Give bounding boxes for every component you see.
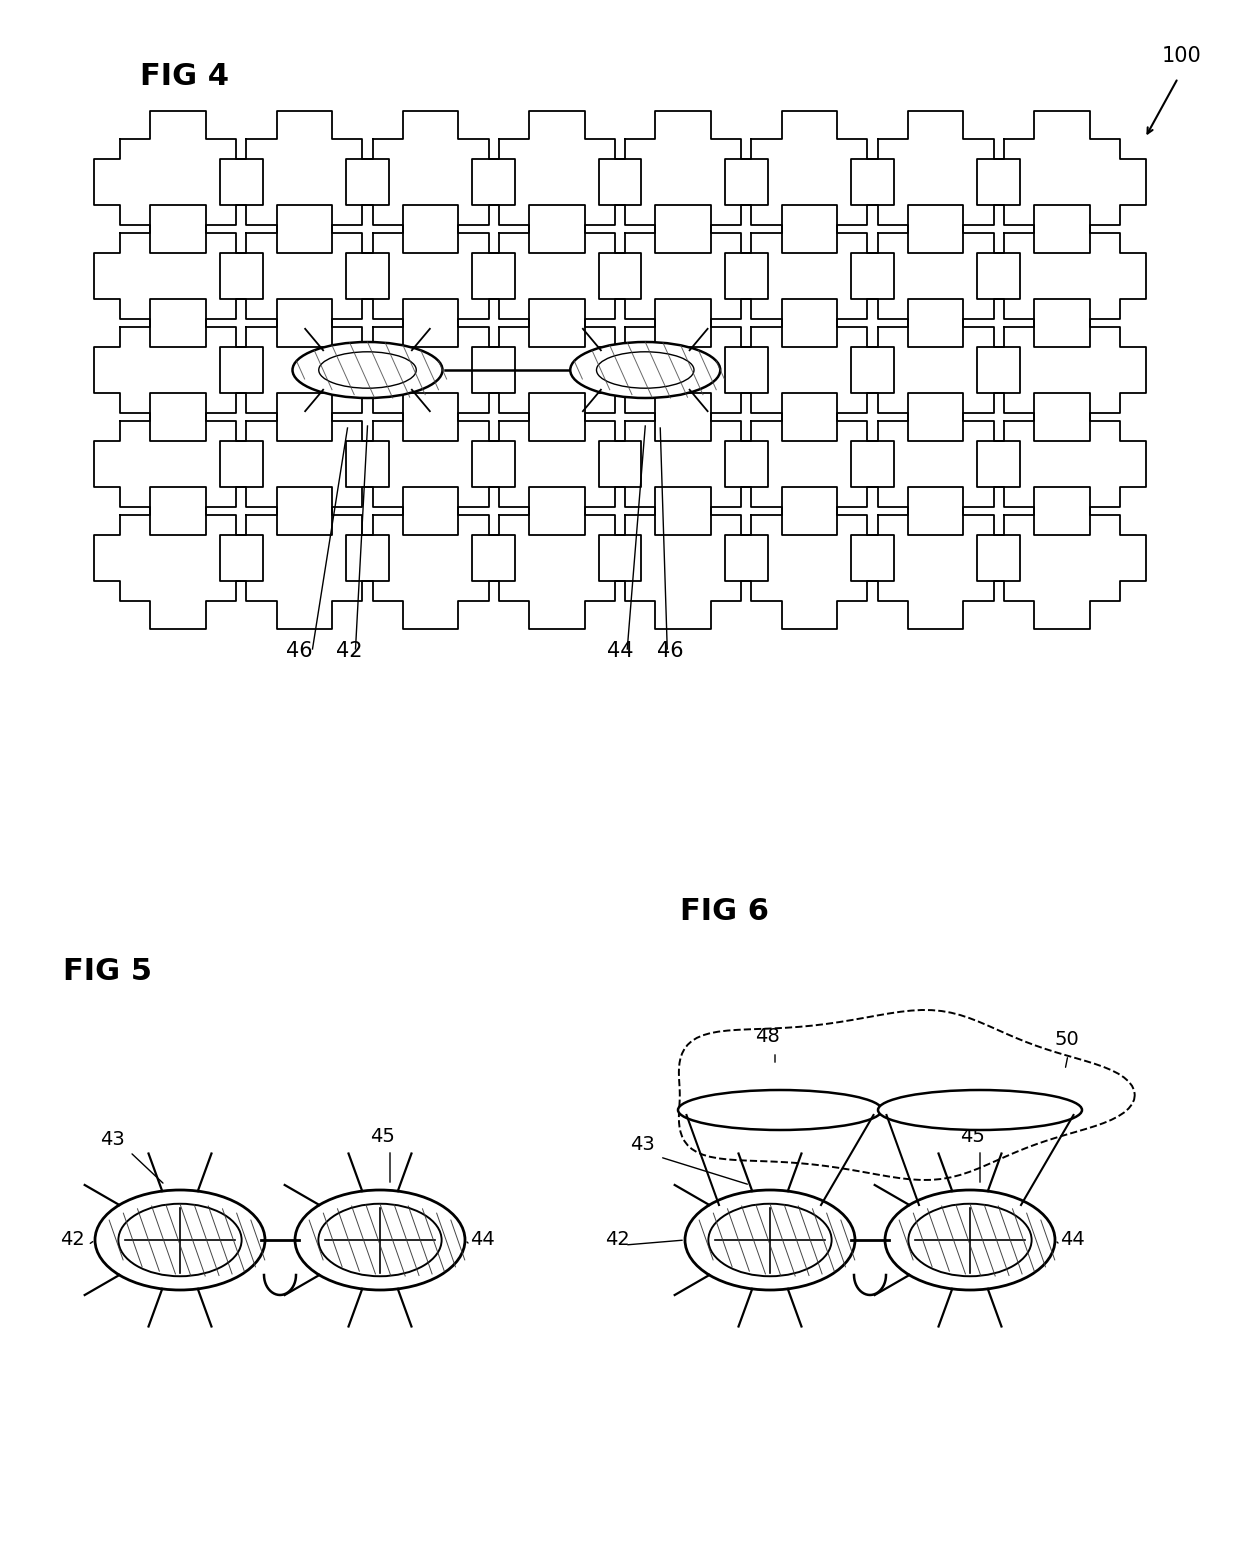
Text: 48: 48 — [755, 1028, 780, 1046]
Text: 44: 44 — [608, 642, 634, 660]
Text: 44: 44 — [470, 1231, 495, 1249]
Ellipse shape — [570, 343, 720, 398]
Text: FIG 4: FIG 4 — [140, 62, 229, 91]
Text: 42: 42 — [336, 642, 363, 660]
Ellipse shape — [295, 1190, 465, 1290]
Text: 42: 42 — [605, 1231, 630, 1249]
Text: 46: 46 — [286, 642, 312, 660]
Text: 46: 46 — [657, 642, 683, 660]
Text: 43: 43 — [100, 1130, 125, 1149]
Text: FIG 5: FIG 5 — [63, 956, 153, 986]
Text: 42: 42 — [60, 1231, 84, 1249]
Ellipse shape — [95, 1190, 265, 1290]
Text: 100: 100 — [1162, 46, 1202, 67]
Text: 50: 50 — [1055, 1031, 1080, 1049]
Text: 44: 44 — [1060, 1231, 1085, 1249]
Ellipse shape — [878, 1090, 1083, 1130]
Text: 43: 43 — [630, 1135, 655, 1155]
Ellipse shape — [885, 1190, 1055, 1290]
Text: FIG 6: FIG 6 — [680, 897, 769, 925]
Text: 45: 45 — [370, 1127, 394, 1145]
Text: 45: 45 — [960, 1127, 985, 1145]
Ellipse shape — [293, 343, 443, 398]
Ellipse shape — [684, 1190, 856, 1290]
Ellipse shape — [678, 1090, 882, 1130]
